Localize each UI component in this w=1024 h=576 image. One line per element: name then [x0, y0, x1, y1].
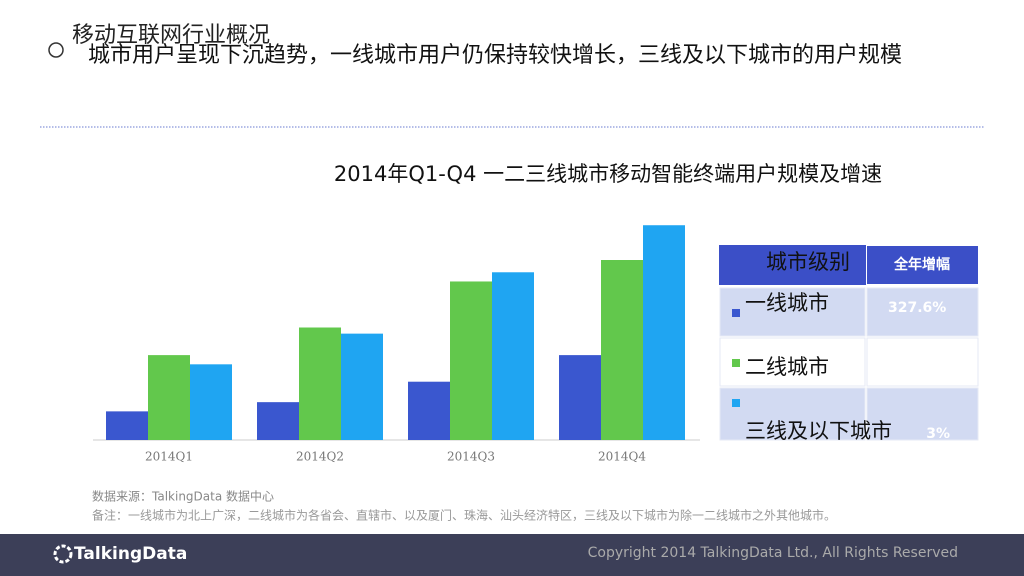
table-cell: [866, 387, 979, 441]
table-cell: [866, 287, 979, 337]
bar: [190, 364, 232, 440]
legend-swatch: [732, 399, 740, 407]
bar: [559, 355, 601, 440]
legend-label: 二线城市: [745, 355, 829, 379]
footer-bar: [0, 534, 1024, 576]
table-cell: [719, 337, 866, 387]
bar: [408, 381, 450, 440]
table-cell: [719, 387, 866, 441]
table-header-cell: [720, 246, 865, 284]
bar: [257, 402, 299, 440]
legend-label: 一线城市: [745, 291, 829, 315]
legend-swatch: [732, 359, 740, 367]
table-header-cell: [867, 246, 978, 284]
chart-title: 2014年Q1-Q4 一二三线城市移动智能终端用户规模及增速: [334, 162, 882, 186]
x-tick-label: 2014Q2: [296, 450, 344, 464]
bar: [643, 225, 685, 440]
source: 数据来源：TalkingData 数据中心: [92, 489, 274, 504]
bar: [341, 333, 383, 440]
note: 备注：一线城市为北上广深，二线城市为各省会、直辖市、以及厦门、珠海、汕头经济特区…: [92, 508, 836, 523]
table-header: 全年增幅: [893, 256, 950, 273]
x-tick-label: 2014Q4: [598, 450, 646, 464]
x-tick-label: 2014Q3: [447, 450, 495, 464]
footer-logo: TalkingData: [74, 544, 187, 564]
table-header: 城市级别: [766, 250, 850, 274]
x-tick-label: 2014Q1: [145, 450, 193, 464]
header-subtitle: 城市用户呈现下沉趋势，一线城市用户仍保持较快增长，三线及以下城市的用户规模: [88, 43, 902, 68]
growth-value: 327.6%: [888, 300, 946, 316]
bar: [299, 327, 341, 440]
bar: [601, 260, 643, 440]
bar: [106, 411, 148, 440]
header-title: 移动互联网行业概况: [72, 23, 270, 48]
bar: [148, 355, 190, 440]
table-cell: [866, 337, 979, 387]
logo-icon: [53, 544, 73, 564]
legend-swatch: [732, 309, 740, 317]
copyright: Copyright 2014 TalkingData Ltd., All Rig…: [588, 545, 958, 561]
bar: [450, 281, 492, 440]
table-cell: [719, 287, 866, 337]
bar: [492, 272, 534, 440]
bullet: [48, 42, 64, 58]
legend-label: 三线及以下城市: [745, 419, 892, 443]
growth-value: 3%: [926, 426, 950, 442]
growth-value: 219.2%: [888, 362, 946, 378]
